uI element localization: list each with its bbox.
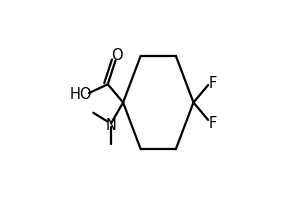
Text: N: N	[106, 117, 117, 132]
Text: F: F	[208, 115, 217, 130]
Text: O: O	[111, 48, 122, 63]
Text: F: F	[208, 76, 217, 91]
Text: HO: HO	[70, 87, 92, 101]
